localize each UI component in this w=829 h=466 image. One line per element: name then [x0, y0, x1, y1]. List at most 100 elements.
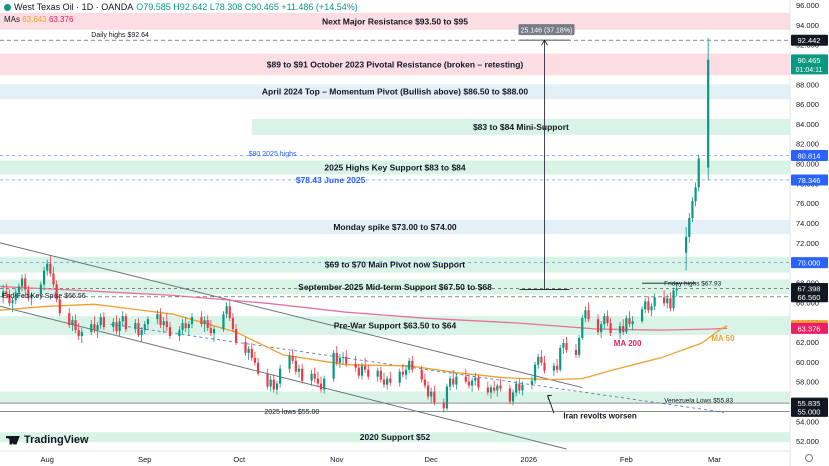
- candle[interactable]: [2, 284, 5, 304]
- candle[interactable]: [442, 398, 445, 413]
- candle[interactable]: [694, 182, 697, 207]
- candle[interactable]: [181, 319, 184, 335]
- candle[interactable]: [8, 289, 11, 307]
- candle[interactable]: [93, 316, 96, 334]
- candle[interactable]: [401, 363, 404, 378]
- candle[interactable]: [146, 316, 150, 330]
- candle[interactable]: [565, 337, 568, 353]
- candle[interactable]: [518, 378, 521, 394]
- candle[interactable]: [363, 357, 367, 373]
- candle[interactable]: [555, 358, 559, 373]
- candle[interactable]: [628, 311, 631, 328]
- trendline-2[interactable]: [110, 323, 724, 413]
- candle[interactable]: [156, 310, 159, 325]
- candle[interactable]: [24, 273, 27, 293]
- candle[interactable]: [411, 355, 414, 373]
- candle[interactable]: [625, 315, 628, 335]
- candle[interactable]: [341, 351, 345, 364]
- candle[interactable]: [335, 345, 338, 366]
- chart-settings-icon[interactable]: [805, 454, 813, 462]
- candle[interactable]: [420, 365, 423, 383]
- candle[interactable]: [68, 308, 71, 329]
- candle[interactable]: [647, 296, 650, 314]
- candle[interactable]: [301, 363, 304, 384]
- candle[interactable]: [688, 213, 691, 243]
- candle[interactable]: [178, 326, 181, 341]
- candle[interactable]: [486, 381, 489, 396]
- candle[interactable]: [250, 342, 253, 361]
- candle[interactable]: [653, 293, 656, 311]
- candle[interactable]: [222, 311, 225, 333]
- candle[interactable]: [253, 351, 257, 366]
- candle[interactable]: [244, 337, 247, 356]
- candle[interactable]: [310, 369, 313, 386]
- candle[interactable]: [275, 380, 279, 395]
- candle[interactable]: [376, 367, 379, 382]
- candle[interactable]: [596, 314, 600, 336]
- candle[interactable]: [345, 349, 348, 367]
- candle[interactable]: [600, 321, 603, 339]
- candle[interactable]: [323, 375, 326, 394]
- candle[interactable]: [5, 283, 8, 299]
- candle[interactable]: [404, 365, 408, 380]
- candle[interactable]: [297, 364, 301, 378]
- candle[interactable]: [496, 383, 499, 397]
- candle[interactable]: [581, 315, 584, 340]
- candle[interactable]: [367, 364, 370, 380]
- candle[interactable]: [30, 292, 33, 306]
- candle[interactable]: [489, 384, 493, 399]
- candle[interactable]: [382, 372, 386, 388]
- candle[interactable]: [691, 197, 694, 223]
- candle[interactable]: [433, 385, 436, 406]
- candle[interactable]: [203, 316, 206, 333]
- candle[interactable]: [288, 351, 291, 373]
- candle[interactable]: [574, 343, 578, 358]
- candle[interactable]: [386, 375, 389, 390]
- candle[interactable]: [430, 387, 433, 403]
- candle[interactable]: [134, 319, 137, 334]
- candle[interactable]: [58, 295, 61, 317]
- candle[interactable]: [20, 274, 24, 292]
- candle[interactable]: [46, 259, 49, 276]
- candle[interactable]: [49, 255, 52, 277]
- candle[interactable]: [389, 371, 392, 386]
- candle[interactable]: [584, 306, 587, 323]
- candle[interactable]: [707, 38, 710, 181]
- tradingview-logo[interactable]: TradingView: [6, 434, 89, 446]
- candle[interactable]: [140, 327, 143, 342]
- candle[interactable]: [669, 292, 672, 312]
- candle[interactable]: [225, 302, 228, 319]
- candle[interactable]: [515, 380, 518, 397]
- candle[interactable]: [121, 311, 124, 327]
- candle[interactable]: [291, 348, 294, 364]
- candle[interactable]: [17, 283, 20, 299]
- candle[interactable]: [562, 338, 565, 354]
- candle[interactable]: [143, 321, 146, 335]
- candle[interactable]: [52, 266, 55, 288]
- candle[interactable]: [609, 318, 612, 337]
- candle[interactable]: [319, 376, 323, 393]
- candle[interactable]: [666, 294, 669, 309]
- candle[interactable]: [511, 389, 515, 406]
- candle[interactable]: [115, 315, 118, 335]
- candle[interactable]: [247, 345, 250, 360]
- candle[interactable]: [165, 313, 168, 332]
- candle[interactable]: [27, 285, 30, 302]
- candle[interactable]: [272, 374, 275, 393]
- moving-averages-legend[interactable]: MAs 63.643 63.376: [4, 15, 73, 24]
- candle[interactable]: [77, 323, 80, 340]
- candle[interactable]: [537, 353, 540, 369]
- candle[interactable]: [80, 328, 83, 343]
- candle[interactable]: [209, 320, 212, 337]
- candle[interactable]: [11, 297, 14, 313]
- candle[interactable]: [14, 288, 17, 305]
- candle[interactable]: [90, 320, 93, 336]
- candle[interactable]: [398, 368, 401, 387]
- candle[interactable]: [499, 378, 502, 392]
- candle[interactable]: [552, 362, 556, 376]
- candle[interactable]: [631, 316, 634, 331]
- candle[interactable]: [423, 373, 427, 389]
- candle[interactable]: [578, 335, 581, 358]
- candle[interactable]: [74, 314, 77, 334]
